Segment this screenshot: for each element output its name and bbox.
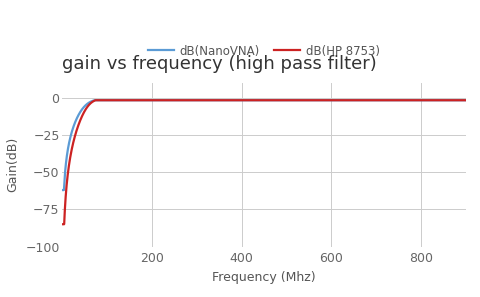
dB(NanoVNA) [411,99,417,102]
dB(HP 8753) [463,99,468,102]
dB(NanoVNA) [60,188,66,192]
dB(NanoVNA) [215,99,220,102]
dB(NanoVNA) [130,99,136,102]
Line: dB(NanoVNA): dB(NanoVNA) [63,100,466,190]
dB(HP 8753) [455,99,461,102]
dB(HP 8753) [93,99,98,102]
Legend: dB(NanoVNA), dB(HP 8753): dB(NanoVNA), dB(HP 8753) [143,40,385,62]
dB(HP 8753) [232,99,238,102]
Text: gain vs frequency (high pass filter): gain vs frequency (high pass filter) [62,55,377,73]
dB(HP 8753) [411,99,417,102]
dB(NanoVNA) [106,99,112,102]
Y-axis label: Gain(dB): Gain(dB) [7,137,20,192]
dB(HP 8753) [130,99,136,102]
dB(NanoVNA) [455,99,461,102]
dB(NanoVNA) [463,99,468,102]
Line: dB(HP 8753): dB(HP 8753) [63,100,466,224]
dB(HP 8753) [60,222,66,226]
dB(HP 8753) [106,99,112,102]
dB(NanoVNA) [92,99,97,102]
X-axis label: Frequency (Mhz): Frequency (Mhz) [212,271,316,284]
dB(NanoVNA) [232,99,238,102]
dB(HP 8753) [215,99,220,102]
